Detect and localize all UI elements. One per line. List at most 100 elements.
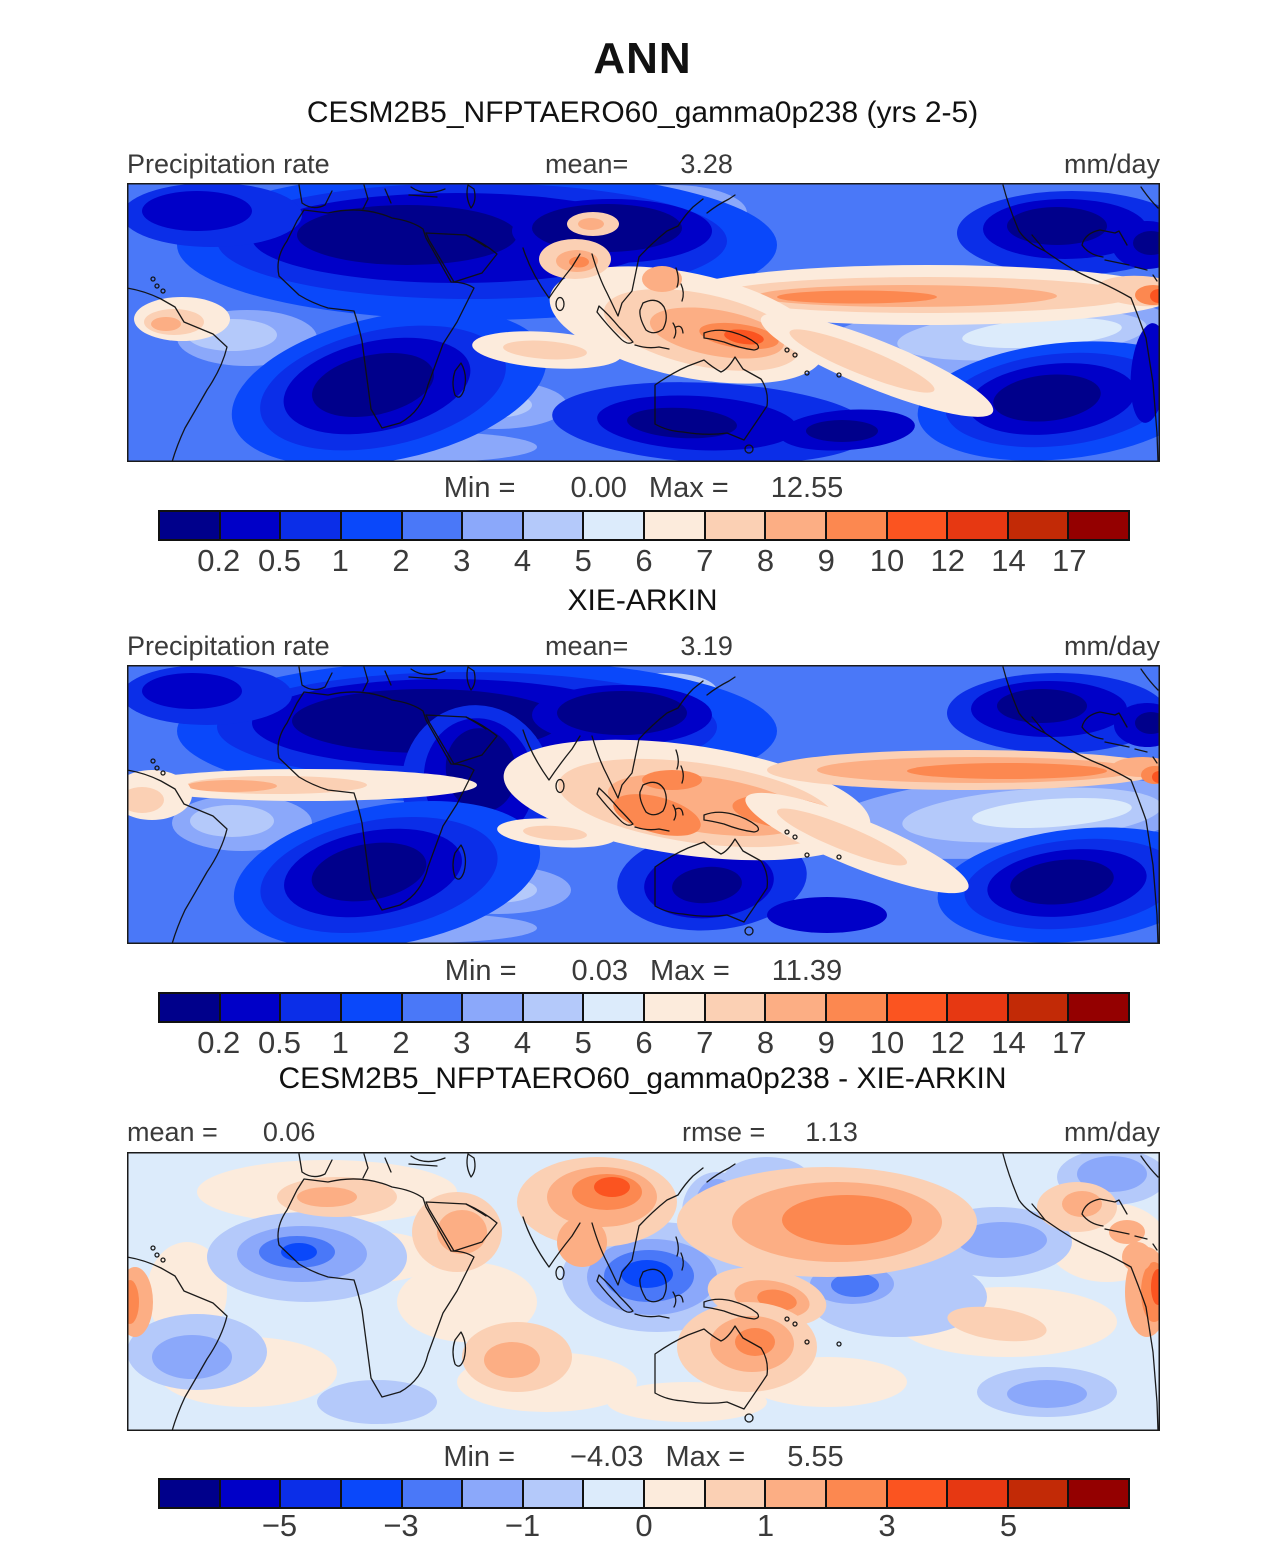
panel1-colorbar-labels: 0.2 0.5 1 2 3 4 5 6 7 8 9 10 12 14 17 <box>158 543 1130 578</box>
colorbar-tick-label: 14 <box>991 1025 1026 1060</box>
colorbar-cell <box>339 1480 401 1507</box>
colorbar-cell <box>218 1480 280 1507</box>
colorbar-tick-label: 0 <box>635 1508 653 1541</box>
panel2-units: mm/day <box>1063 631 1160 661</box>
colorbar-cell <box>582 512 643 539</box>
colorbar-cell <box>339 512 401 539</box>
panel3-header: mean = 0.06 rmse = 1.13 mm/day <box>127 1116 1160 1148</box>
colorbar-cell <box>764 994 825 1021</box>
colorbar-cell <box>703 994 765 1021</box>
panel2-mean: mean= 3.19 <box>545 631 733 661</box>
panel3-rmse: rmse = 1.13 <box>682 1117 858 1147</box>
colorbar-cell <box>703 1480 765 1507</box>
panel3-map <box>127 1152 1160 1431</box>
panel1-colorbar <box>158 510 1130 541</box>
colorbar-tick-label: 0.2 <box>197 1025 241 1060</box>
panel2-colorbar-labels: 0.2 0.5 1 2 3 4 5 6 7 8 9 10 12 14 17 <box>158 1025 1130 1060</box>
colorbar-cell <box>400 512 462 539</box>
colorbar-tick-label: 7 <box>696 543 714 578</box>
colorbar-tick-label: 0.5 <box>257 543 302 578</box>
panel2-field-label: Precipitation rate <box>127 631 330 661</box>
colorbar-tick-label: 1 <box>331 1025 349 1060</box>
precip-diff-map <box>127 1152 1160 1431</box>
panel2-header: Precipitation rate mean= 3.19 mm/day <box>127 630 1160 662</box>
colorbar-cell <box>582 1480 643 1507</box>
colorbar-tick-label: 9 <box>817 1025 835 1060</box>
panel1-minmax: Min = 0.00 Max = 12.55 <box>443 472 844 504</box>
colorbar-cell <box>279 512 340 539</box>
colorbar-cell <box>582 994 643 1021</box>
colorbar-cell <box>824 1480 886 1507</box>
colorbar-tick-label: 1 <box>756 1508 775 1541</box>
colorbar-cell <box>160 1480 219 1507</box>
precip-map-model <box>127 183 1160 462</box>
colorbar-tick-label: 6 <box>635 1025 653 1060</box>
colorbar-cell <box>339 994 401 1021</box>
colorbar-tick-label: 9 <box>817 543 835 578</box>
colorbar-tick-label: 5 <box>574 1025 592 1060</box>
colorbar-tick-label: 0.2 <box>197 543 241 578</box>
colorbar-cell <box>946 1480 1007 1507</box>
colorbar-cell <box>400 1480 462 1507</box>
colorbar-tick-label: −1 <box>504 1508 541 1541</box>
colorbar-cell <box>764 1480 825 1507</box>
colorbar-tick-label: 10 <box>869 1025 905 1060</box>
colorbar-cell <box>824 994 886 1021</box>
colorbar-tick-label: 12 <box>930 543 965 578</box>
colorbar-cell <box>160 512 219 539</box>
colorbar-cell <box>521 1480 583 1507</box>
colorbar-cell <box>1067 512 1128 539</box>
colorbar-tick-label: 14 <box>991 543 1026 578</box>
colorbar-tick-label: 3 <box>453 1025 471 1060</box>
colorbar-cell <box>946 512 1007 539</box>
panel1-title: CESM2B5_NFPTAERO60_gamma0p238 (yrs 2-5) <box>306 96 979 129</box>
panel1-header: Precipitation rate mean= 3.28 mm/day <box>127 148 1160 180</box>
colorbar-tick-label: 17 <box>1052 1025 1087 1060</box>
colorbar-tick-label: 3 <box>453 543 471 578</box>
colorbar-cell <box>218 512 280 539</box>
panel3-colorbar <box>158 1478 1130 1509</box>
colorbar-cell <box>461 994 522 1021</box>
colorbar-cell <box>521 994 583 1021</box>
colorbar-cell <box>1067 1480 1128 1507</box>
precip-map-obs <box>127 665 1160 944</box>
colorbar-tick-label: 2 <box>392 543 410 578</box>
colorbar-cell <box>160 994 219 1021</box>
panel3-title: CESM2B5_NFPTAERO60_gamma0p238 - XIE-ARKI… <box>278 1062 1007 1095</box>
colorbar-cell <box>643 994 704 1021</box>
panel1-map <box>127 183 1160 462</box>
colorbar-tick-label: −3 <box>383 1508 419 1541</box>
colorbar-cell <box>521 512 583 539</box>
colorbar-cell <box>400 994 462 1021</box>
colorbar-cell <box>1067 994 1128 1021</box>
colorbar-cell <box>643 1480 704 1507</box>
colorbar-cell <box>1006 512 1068 539</box>
colorbar-tick-label: 12 <box>930 1025 965 1060</box>
colorbar-cell <box>218 994 280 1021</box>
colorbar-cell <box>885 512 947 539</box>
panel2-minmax: Min = 0.03 Max = 11.39 <box>444 955 843 987</box>
colorbar-cell <box>885 1480 947 1507</box>
figure-title: ANN <box>593 34 692 83</box>
colorbar-tick-label: 6 <box>635 543 653 578</box>
colorbar-tick-label: 4 <box>513 543 532 578</box>
colorbar-tick-label: 8 <box>756 543 775 578</box>
panel3-mean: mean = 0.06 <box>127 1117 316 1147</box>
colorbar-cell <box>279 1480 340 1507</box>
colorbar-tick-label: 10 <box>869 543 905 578</box>
colorbar-cell <box>946 994 1007 1021</box>
colorbar-tick-label: 3 <box>878 1508 896 1541</box>
panel3-colorbar-labels: −5 −3 −1 0 1 3 5 <box>158 1508 1130 1541</box>
colorbar-cell <box>461 1480 522 1507</box>
colorbar-tick-label: 5 <box>574 543 592 578</box>
colorbar-tick-label: −5 <box>261 1508 298 1541</box>
panel2-map <box>127 665 1160 944</box>
colorbar-cell <box>1006 994 1068 1021</box>
colorbar-tick-label: 8 <box>756 1025 775 1060</box>
colorbar-tick-label: 0.5 <box>257 1025 302 1060</box>
panel2-colorbar <box>158 992 1130 1023</box>
colorbar-cell <box>643 512 704 539</box>
colorbar-tick-label: 2 <box>392 1025 410 1060</box>
colorbar-cell <box>1006 1480 1068 1507</box>
panel1-field-label: Precipitation rate <box>127 149 330 179</box>
